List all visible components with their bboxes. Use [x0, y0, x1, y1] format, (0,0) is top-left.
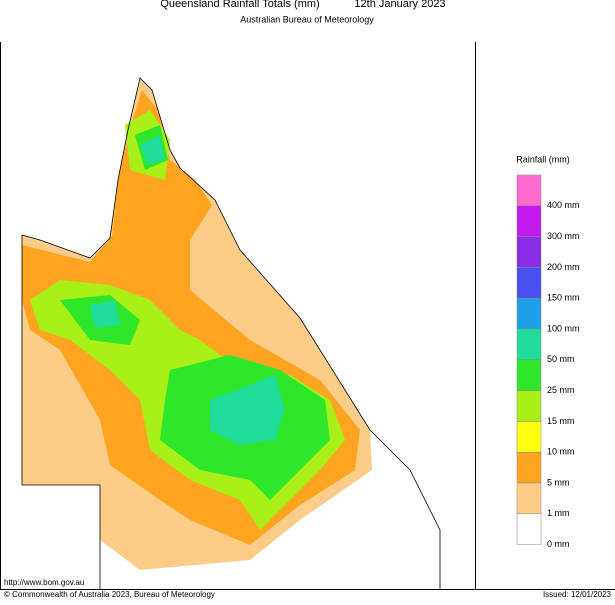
title: Queensland Rainfall Totals (mm) [160, 0, 319, 10]
legend-swatch [516, 482, 542, 515]
legend-swatch [516, 513, 542, 545]
legend-title: Rainfall (mm) [516, 154, 570, 164]
legend-label: 25 mm [547, 385, 575, 395]
date: 12th January 2023 [354, 0, 445, 10]
legend-label: 10 mm [547, 447, 575, 457]
legend-label: 5 mm [547, 477, 570, 487]
legend-label: 300 mm [547, 231, 580, 241]
map-shapes [21, 77, 441, 590]
legend-swatch [516, 205, 542, 237]
legend-label: 100 mm [547, 323, 580, 333]
legend-label: 150 mm [547, 293, 580, 303]
frame [0, 42, 615, 590]
copyright: © Commonwealth of Australia 2023, Bureau… [4, 590, 215, 599]
url: http://www.bom.gov.au [4, 578, 84, 587]
legend-label: 400 mm [547, 200, 580, 210]
legend-swatch [516, 236, 542, 268]
legend-label: 0 mm [547, 539, 570, 549]
legend: 400 mm 300 mm 200 mm 150 mm 100 mm 50 mm 25 mm… [516, 174, 580, 549]
legend-label: 1 mm [547, 508, 570, 518]
legend-swatch [516, 421, 542, 453]
issued: Issued: 12/01/2023 [543, 590, 612, 599]
legend-swatch [516, 451, 542, 484]
legend-label: 15 mm [547, 416, 575, 426]
legend-swatch [516, 359, 542, 391]
legend-swatch [516, 390, 542, 422]
legend-swatch [516, 328, 542, 361]
legend-label: 50 mm [547, 354, 575, 364]
legend-swatch [516, 174, 542, 207]
subtitle: Australian Bureau of Meteorology [240, 14, 374, 24]
legend-swatch [516, 267, 542, 299]
legend-swatch [516, 297, 542, 330]
legend-label: 200 mm [547, 262, 580, 272]
